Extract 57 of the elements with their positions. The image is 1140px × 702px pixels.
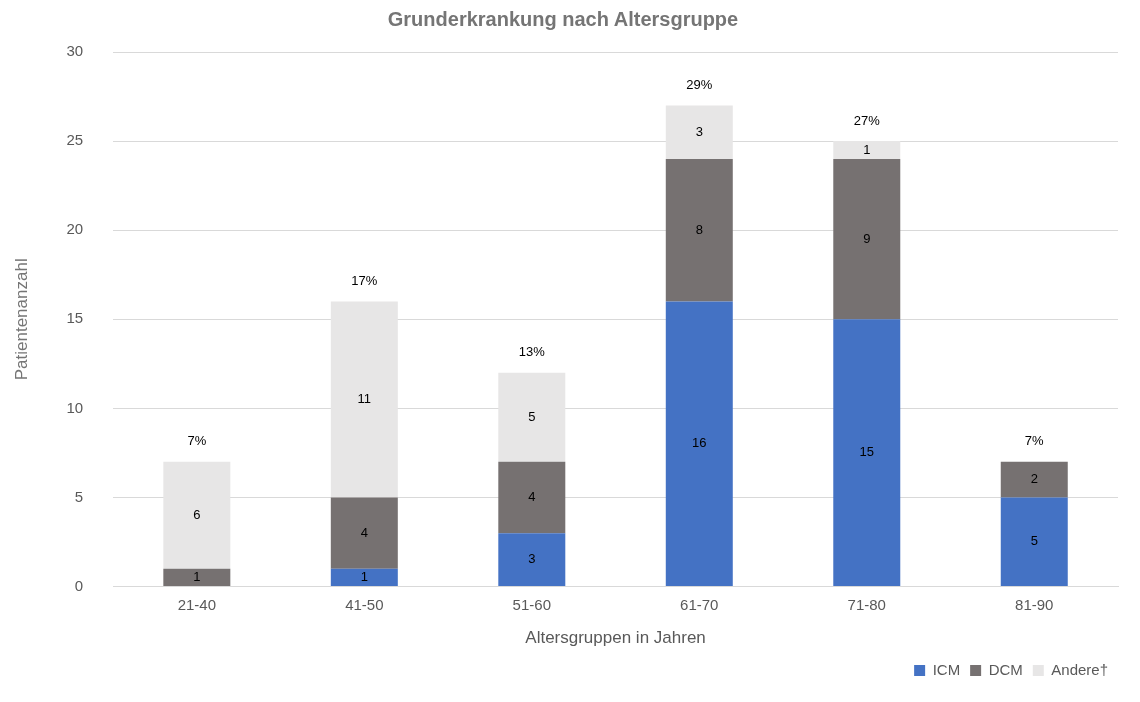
bar <box>665 105 733 159</box>
x-tick-label: 61-70 <box>680 595 719 613</box>
bar <box>833 141 901 159</box>
data-label: 1 <box>193 569 201 585</box>
x-tick-label: 21-40 <box>177 595 217 613</box>
y-tick-label: 25 <box>66 131 84 149</box>
y-tick-label: 15 <box>66 309 84 327</box>
legend-label: Andere† <box>1051 660 1109 678</box>
data-label: 6 <box>193 506 201 522</box>
y-tick-label: 5 <box>74 487 84 505</box>
data-label: 9 <box>863 230 871 246</box>
bar <box>498 461 566 534</box>
bar <box>833 319 901 587</box>
data-label: 3 <box>528 551 536 567</box>
bar <box>163 461 231 569</box>
bar <box>665 301 733 587</box>
y-axis-title: Patientenanzahl <box>11 258 31 381</box>
bar <box>833 158 901 320</box>
data-label: 1 <box>863 141 871 157</box>
total-label: 7% <box>187 433 207 449</box>
data-label: 4 <box>360 524 368 540</box>
x-tick-label: 81-90 <box>1015 595 1054 613</box>
data-label: 3 <box>695 123 703 139</box>
data-label: 1 <box>360 569 368 585</box>
data-label: 8 <box>695 221 703 237</box>
x-tick-label: 71-80 <box>847 595 886 613</box>
bar <box>498 372 566 462</box>
y-tick-label: 20 <box>66 220 84 238</box>
legend-label: ICM <box>932 660 961 678</box>
total-label: 13% <box>518 344 546 360</box>
total-label: 17% <box>351 273 378 289</box>
y-tick-label: 10 <box>66 398 84 416</box>
data-label: 16 <box>692 435 707 451</box>
data-label: 11 <box>357 391 372 407</box>
data-label: 2 <box>1030 471 1038 487</box>
chart-title: Grunderkrankung nach Altersgruppe <box>387 7 739 30</box>
bar <box>498 533 566 587</box>
bar <box>163 568 231 587</box>
legend-label: DCM <box>988 660 1023 678</box>
data-label: 5 <box>528 408 536 424</box>
data-label: 15 <box>859 444 875 460</box>
y-tick-label: 0 <box>74 576 84 594</box>
bar <box>1000 497 1068 587</box>
bar <box>330 568 398 587</box>
total-label: 7% <box>1024 433 1045 449</box>
data-label: 5 <box>1030 533 1038 549</box>
bar <box>330 301 398 498</box>
bar <box>1000 461 1068 498</box>
x-axis-title: Altersgruppen in Jahren <box>525 628 706 648</box>
data-label: 4 <box>528 489 536 505</box>
x-tick-label: 41-50 <box>345 595 384 613</box>
y-tick-label: 30 <box>66 42 84 60</box>
x-tick-label: 51-60 <box>512 595 551 613</box>
total-label: 27% <box>853 112 881 128</box>
bar <box>665 158 733 302</box>
bar <box>330 497 398 569</box>
total-label: 29% <box>686 77 713 93</box>
